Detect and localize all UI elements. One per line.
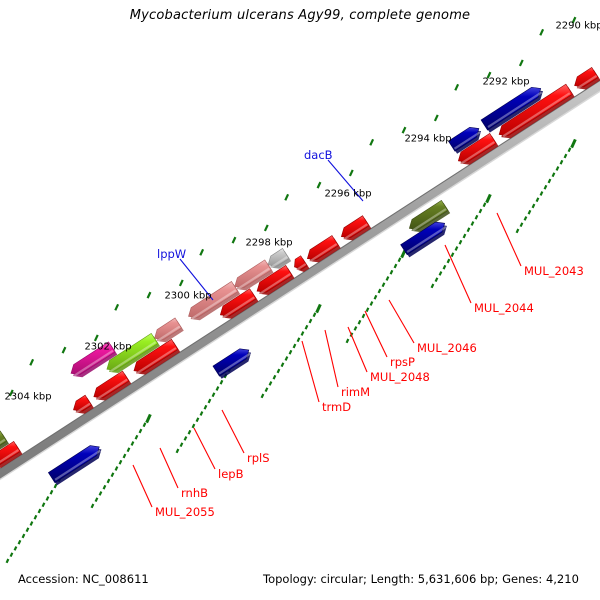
gene-feature[interactable] [457,132,499,165]
ruler-tick-label: 2292 kbp [482,76,530,88]
gene-label-trmD[interactable]: trmD [322,400,352,414]
ruler-tick-label: 2290 kbp [555,20,600,32]
leader-line-lepB [193,427,216,470]
gene-feature-rplS[interactable] [154,317,184,343]
gene-feature-MUL_2046[interactable] [340,215,372,241]
gene-feature[interactable] [400,221,447,258]
topology-text: Topology: circular; Length: 5,631,606 bp… [263,572,579,586]
gene-label-lppW[interactable]: lppW [157,247,187,261]
gene-label-MUL_2055[interactable]: MUL_2055 [155,505,215,519]
gene-feature[interactable] [0,440,23,468]
label-leader-lines [132,159,522,508]
ruler-tick-label: 2304 kbp [4,391,52,403]
leader-line-dacB [327,159,364,202]
gene-feature-trmD[interactable] [234,259,274,291]
leader-line-rimM [324,329,339,388]
leader-line-MUL_2044 [444,244,472,304]
gene-feature-MUL_2044[interactable] [447,126,482,154]
sequence-backbone-axis [0,79,600,481]
gene-feature[interactable] [574,66,600,90]
gene-label-rpsP[interactable]: rpsP [390,355,415,369]
gene-feature[interactable] [93,370,132,401]
gene-feature-rimM[interactable] [267,248,292,269]
gene-label-lepB[interactable]: lepB [218,467,244,481]
gene-label-rimM[interactable]: rimM [341,385,371,399]
ruler-tick-label: 2298 kbp [245,237,293,249]
status-bar: Accession: NC_008611 Topology: circular;… [0,572,600,592]
gene-label-dacB[interactable]: dacB [304,148,333,162]
ruler-tick-label: 2302 kbp [84,341,132,353]
gene-label-rplS[interactable]: rplS [247,451,270,465]
leader-line-rnhB [159,447,179,489]
leader-line-MUL_2043 [496,212,522,267]
leader-line-trmD [301,340,320,403]
ruler-tick-label: 2294 kbp [404,133,452,145]
gene-feature[interactable] [498,83,575,139]
gene-feature-lppW[interactable] [212,348,252,379]
ruler-tick-label: 2300 kbp [164,290,212,302]
gene-feature[interactable] [0,430,10,459]
leader-line-MUL_2046 [388,299,415,344]
page-title: Mycobacterium ulcerans Agy99, complete g… [129,8,471,23]
gene-label-MUL_2043[interactable]: MUL_2043 [524,264,584,278]
gene-feature[interactable] [256,264,295,295]
gene-feature-MUL_2055[interactable] [73,394,94,414]
ruler-tick-label: 2296 kbp [324,188,372,200]
gene-label-MUL_2046[interactable]: MUL_2046 [417,341,477,355]
leader-line-MUL_2048 [347,326,368,373]
leader-line-MUL_2055 [132,464,153,508]
gene-label-MUL_2048[interactable]: MUL_2048 [370,370,430,384]
gene-feature-rpsP[interactable] [306,235,341,263]
leader-line-rpsP [364,310,388,358]
gene-feature-lepB[interactable] [106,332,160,374]
accession-text: Accession: NC_008611 [18,572,149,586]
gene-feature[interactable] [133,338,181,375]
gene-label-MUL_2044[interactable]: MUL_2044 [474,301,534,315]
gene-feature-dacB[interactable] [408,199,451,233]
leader-line-rplS [221,409,245,454]
leader-line-lppW [179,258,214,301]
gene-feature-MUL_2043[interactable] [480,86,543,133]
gene-feature-track[interactable] [0,66,600,486]
gene-label-rnhB[interactable]: rnhB [181,486,208,500]
gene-feature[interactable] [47,445,102,486]
gene-feature-MUL_2048[interactable] [294,255,310,272]
gene-feature[interactable] [219,288,259,319]
gene-feature-rnhB[interactable] [70,341,118,378]
